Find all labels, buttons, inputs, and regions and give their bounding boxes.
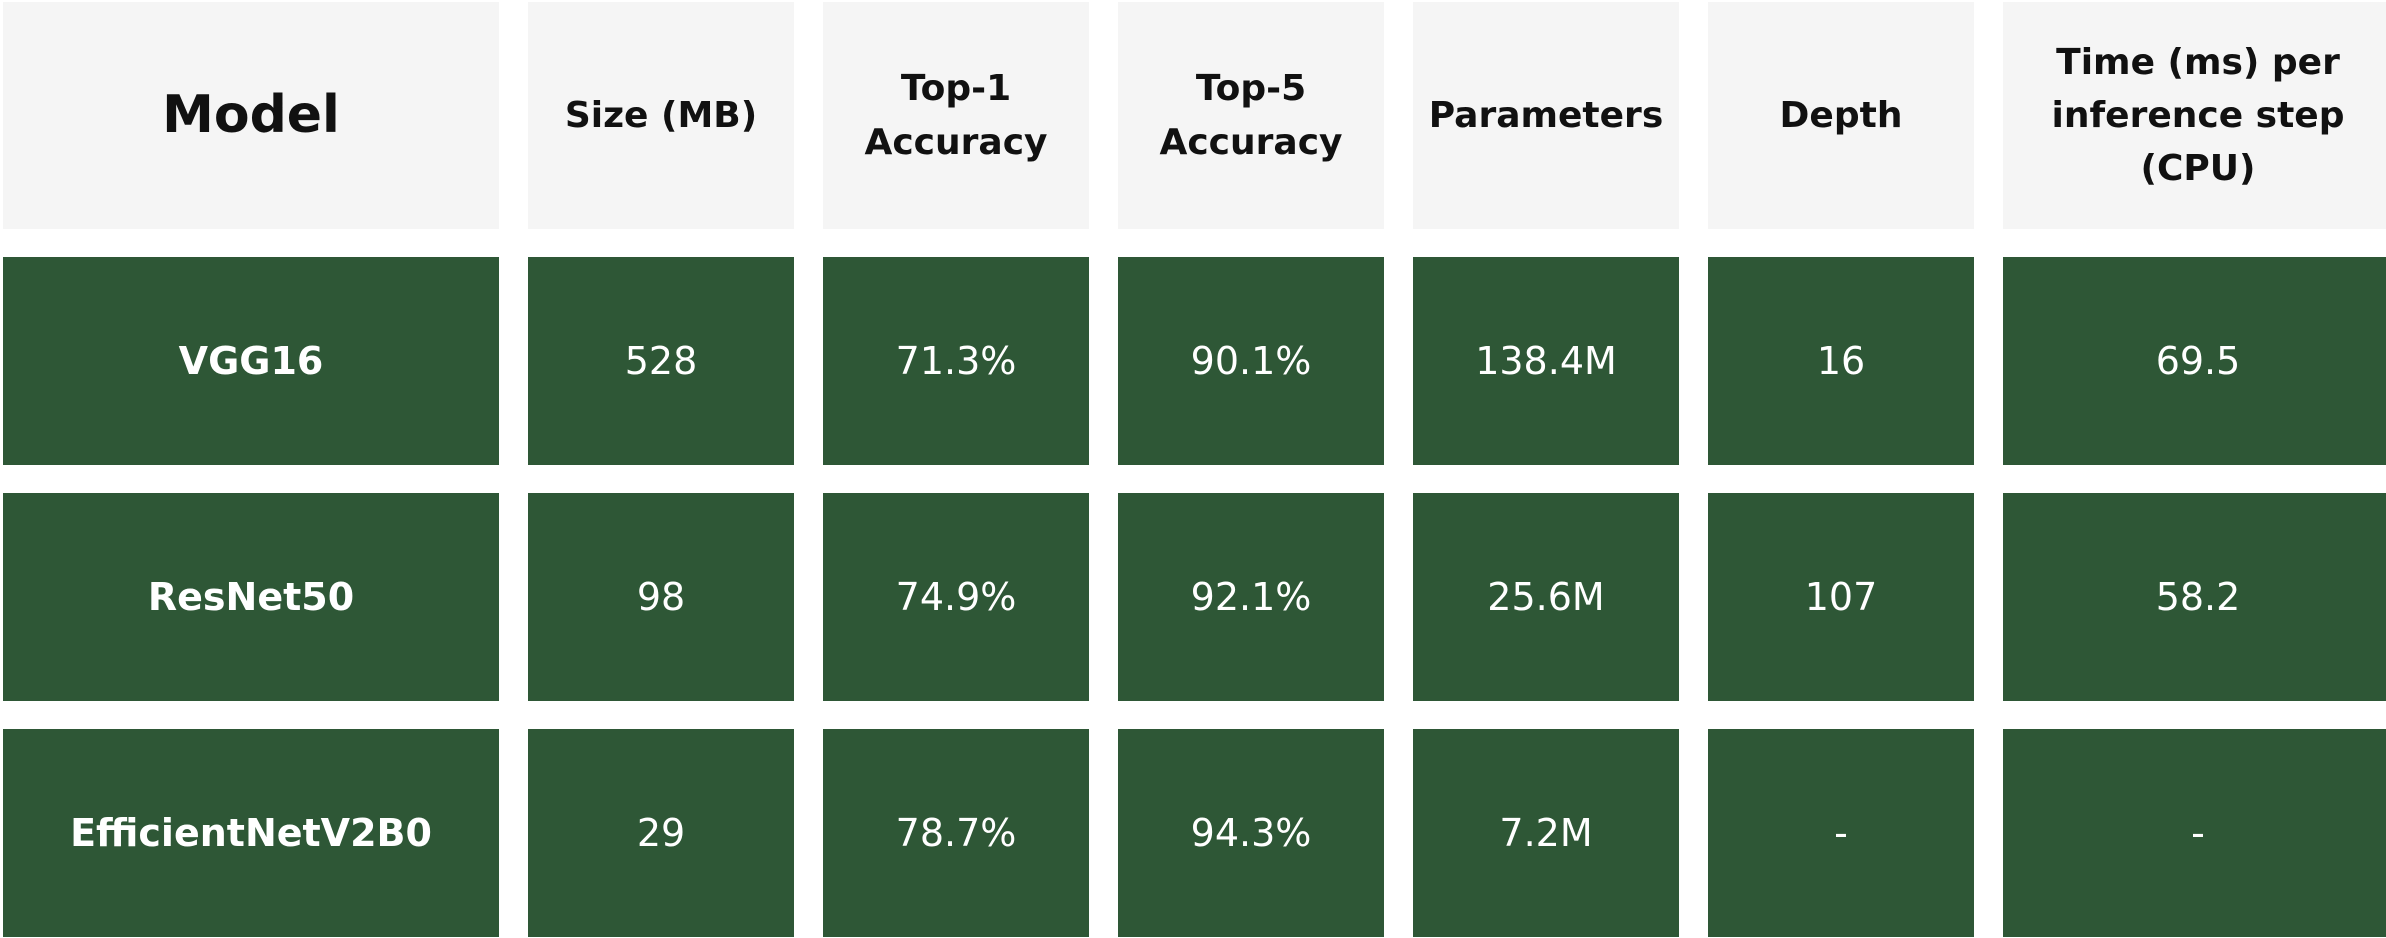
row-resnet50-parameters: 25.6M <box>1413 493 1679 701</box>
header-top5-accuracy: Top-5 Accuracy <box>1118 2 1384 229</box>
row-resnet50-time: 58.2 <box>2003 493 2386 701</box>
row-efficientnetv2b0-parameters: 7.2M <box>1413 729 1679 937</box>
row-resnet50-top1: 74.9% <box>823 493 1089 701</box>
header-size: Size (MB) <box>528 2 794 229</box>
row-efficientnetv2b0-depth: - <box>1708 729 1974 937</box>
row-vgg16-top5: 90.1% <box>1118 257 1384 465</box>
row-resnet50-model: ResNet50 <box>3 493 499 701</box>
row-vgg16-size: 528 <box>528 257 794 465</box>
row-resnet50-size: 98 <box>528 493 794 701</box>
row-vgg16-depth: 16 <box>1708 257 1974 465</box>
row-efficientnetv2b0-size: 29 <box>528 729 794 937</box>
row-efficientnetv2b0-time: - <box>2003 729 2386 937</box>
header-top1-accuracy: Top-1 Accuracy <box>823 2 1089 229</box>
row-vgg16-top1: 71.3% <box>823 257 1089 465</box>
row-vgg16-parameters: 138.4M <box>1413 257 1679 465</box>
row-vgg16-model: VGG16 <box>3 257 499 465</box>
header-parameters: Parameters <box>1413 2 1679 229</box>
row-resnet50-top5: 92.1% <box>1118 493 1384 701</box>
row-vgg16-time: 69.5 <box>2003 257 2386 465</box>
row-resnet50-depth: 107 <box>1708 493 1974 701</box>
row-efficientnetv2b0-top5: 94.3% <box>1118 729 1384 937</box>
row-efficientnetv2b0-top1: 78.7% <box>823 729 1089 937</box>
row-efficientnetv2b0-model: EfficientNetV2B0 <box>3 729 499 937</box>
header-depth: Depth <box>1708 2 1974 229</box>
header-model: Model <box>3 2 499 229</box>
header-time-per-step: Time (ms) per inference step (CPU) <box>2003 2 2386 229</box>
